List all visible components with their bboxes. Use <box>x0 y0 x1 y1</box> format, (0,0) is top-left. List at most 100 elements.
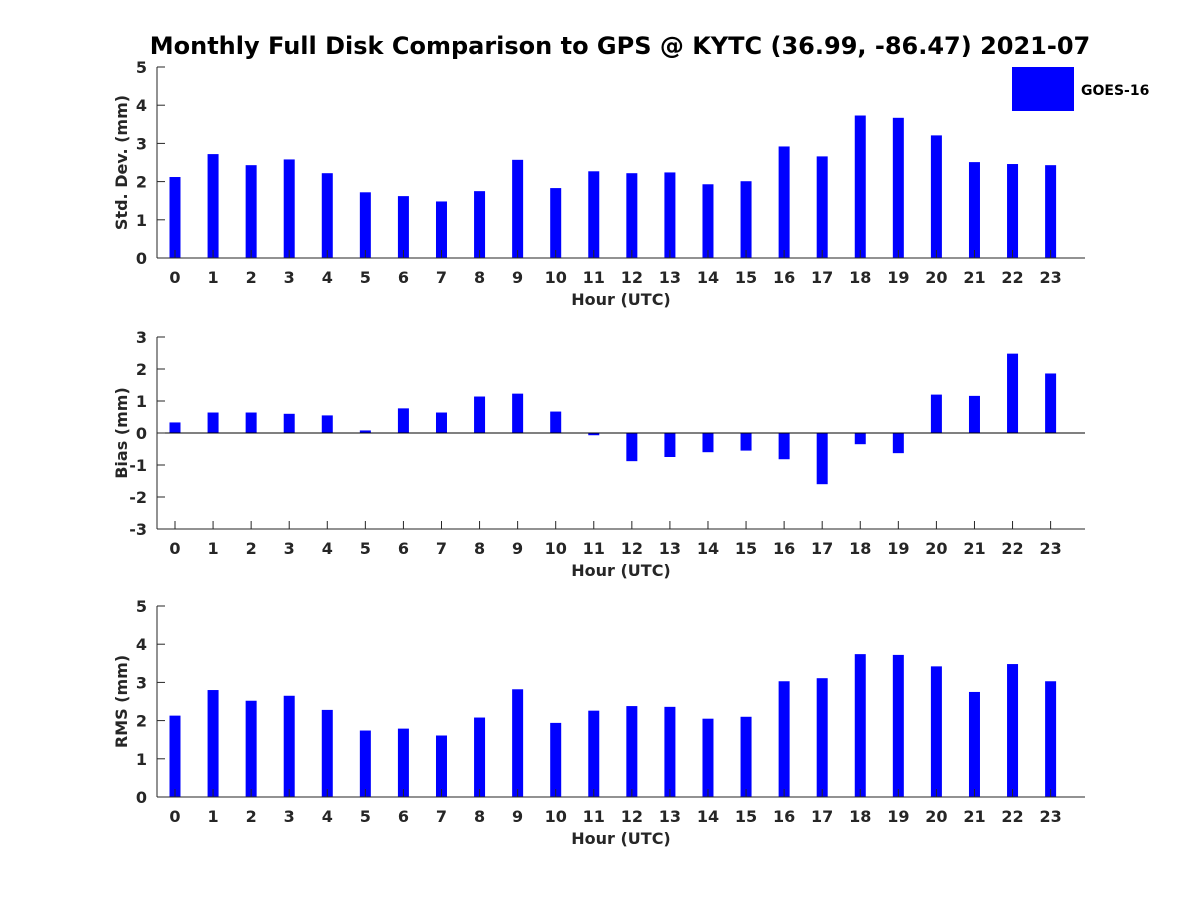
rms-y-tick-label: 0 <box>136 788 147 807</box>
bias-x-tick-label: 16 <box>773 539 795 558</box>
rms-bar <box>588 710 600 797</box>
bias-x-tick-label: 19 <box>887 539 909 558</box>
bias-bar <box>474 396 486 433</box>
stddev-x-tick-label: 19 <box>887 268 909 287</box>
rms-bar <box>930 666 942 797</box>
rms-bar <box>854 654 866 797</box>
stddev-bar <box>474 191 486 258</box>
bias-bar <box>550 411 562 433</box>
bias-y-tick-label: -1 <box>129 456 147 475</box>
bias-x-tick-label: 23 <box>1039 539 1061 558</box>
bias-bar <box>397 408 409 433</box>
stddev-x-tick-label: 2 <box>246 268 257 287</box>
bias-x-tick-label: 8 <box>474 539 485 558</box>
rms-x-tick-label: 22 <box>1001 807 1023 826</box>
stddev-bar <box>207 154 219 258</box>
stddev-bar <box>321 173 333 258</box>
rms-x-tick-label: 9 <box>512 807 523 826</box>
stddev-x-tick-label: 10 <box>545 268 567 287</box>
stddev-y-tick-label: 3 <box>136 134 147 153</box>
stddev-x-tick-label: 5 <box>360 268 371 287</box>
rms-x-tick-label: 11 <box>583 807 605 826</box>
rms-bar <box>169 715 181 797</box>
legend-swatch <box>1012 67 1074 111</box>
bias-x-tick-label: 17 <box>811 539 833 558</box>
bias-x-tick-label: 6 <box>398 539 409 558</box>
stddev-x-tick-label: 17 <box>811 268 833 287</box>
legend: GOES-16 <box>1012 67 1149 111</box>
rms-y-tick-label: 3 <box>136 673 147 692</box>
stddev-x-tick-label: 20 <box>925 268 947 287</box>
stddev-bar <box>588 171 600 258</box>
rms-x-tick-label: 15 <box>735 807 757 826</box>
bias-y-tick-label: 0 <box>136 424 147 443</box>
stddev-x-tick-label: 22 <box>1001 268 1023 287</box>
rms-x-tick-label: 7 <box>436 807 447 826</box>
stddev-x-tick-label: 0 <box>169 268 180 287</box>
bias-x-tick-label: 21 <box>963 539 985 558</box>
rms-x-tick-label: 23 <box>1039 807 1061 826</box>
stddev-y-label: Std. Dev. (mm) <box>112 95 131 230</box>
rms-bar <box>1007 664 1019 797</box>
chart-title: Monthly Full Disk Comparison to GPS @ KY… <box>150 32 1090 60</box>
bias-x-tick-label: 11 <box>583 539 605 558</box>
stddev-bar <box>854 115 866 258</box>
stddev-x-tick-label: 1 <box>207 268 218 287</box>
rms-x-tick-label: 21 <box>963 807 985 826</box>
rms-x-tick-label: 2 <box>246 807 257 826</box>
rms-x-tick-label: 14 <box>697 807 719 826</box>
stddev-y-tick-label: 4 <box>136 96 147 115</box>
stddev-x-tick-label: 7 <box>436 268 447 287</box>
rms-bar <box>435 735 447 797</box>
rms-bar <box>1045 681 1057 797</box>
rms-bar <box>359 730 371 797</box>
legend-label: GOES-16 <box>1081 83 1149 99</box>
rms-x-tick-label: 18 <box>849 807 871 826</box>
rms-bar <box>778 681 790 797</box>
bias-x-tick-label: 10 <box>545 539 567 558</box>
bias-x-label: Hour (UTC) <box>571 561 671 580</box>
rms-bar <box>550 722 562 797</box>
bias-y-tick-label: 3 <box>136 328 147 347</box>
bias-bar <box>854 433 866 445</box>
stddev-bar <box>816 156 828 258</box>
rms-x-tick-label: 6 <box>398 807 409 826</box>
bias-x-tick-label: 7 <box>436 539 447 558</box>
rms-x-tick-label: 3 <box>284 807 295 826</box>
bias-bar <box>588 433 600 436</box>
rms-x-tick-label: 10 <box>545 807 567 826</box>
bias-bar <box>778 433 790 460</box>
bias-y-tick-label: 2 <box>136 360 147 379</box>
stddev-bar <box>930 135 942 258</box>
stddev-x-tick-label: 8 <box>474 268 485 287</box>
bias-x-tick-label: 22 <box>1001 539 1023 558</box>
stddev-bar <box>397 196 409 258</box>
bias-x-tick-label: 4 <box>322 539 333 558</box>
rms-x-tick-label: 17 <box>811 807 833 826</box>
rms-bar <box>892 654 904 797</box>
stddev-x-tick-label: 16 <box>773 268 795 287</box>
stddev-bar <box>740 181 752 258</box>
stddev-bar <box>245 165 257 258</box>
stddev-x-tick-label: 14 <box>697 268 719 287</box>
stddev-x-tick-label: 18 <box>849 268 871 287</box>
bias-bar <box>1045 373 1057 433</box>
stddev-y-tick-label: 5 <box>136 58 147 77</box>
stddev-bar <box>626 173 638 258</box>
bias-x-tick-label: 5 <box>360 539 371 558</box>
rms-bar <box>626 706 638 797</box>
bias-x-tick-label: 2 <box>246 539 257 558</box>
rms-bar <box>321 709 333 797</box>
bias-bar <box>892 433 904 454</box>
stddev-x-tick-label: 9 <box>512 268 523 287</box>
rms-x-tick-label: 16 <box>773 807 795 826</box>
rms-y-label: RMS (mm) <box>112 655 131 748</box>
bias-x-tick-label: 13 <box>659 539 681 558</box>
stddev-bar <box>702 184 714 258</box>
rms-bar <box>397 728 409 797</box>
bias-bar <box>702 433 714 453</box>
bias-bar <box>283 413 295 433</box>
